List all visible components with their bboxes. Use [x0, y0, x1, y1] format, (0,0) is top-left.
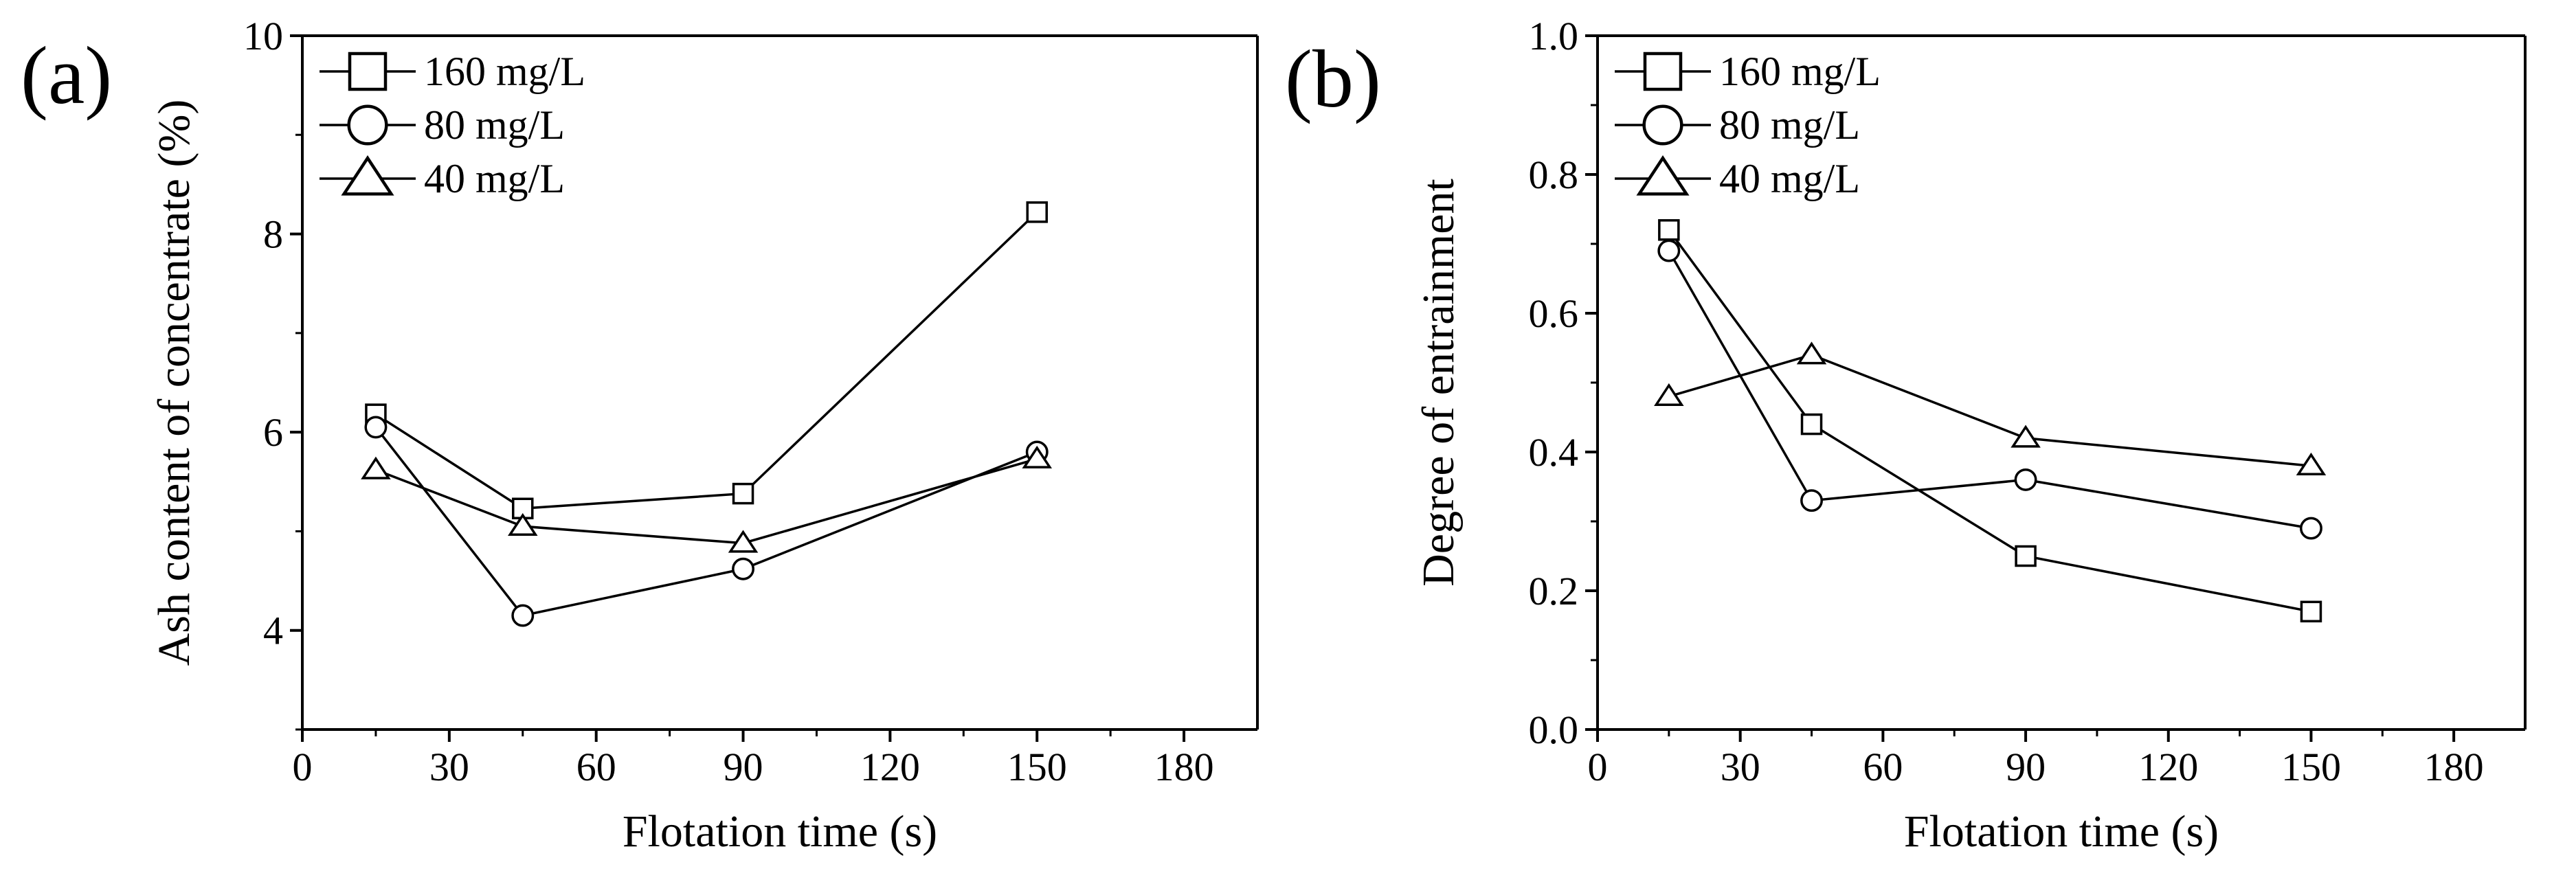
panel-b-letter: (b): [1285, 33, 1381, 124]
panel-b-data-point-circle: [1800, 489, 1823, 512]
panel-b-y-tick-label: 0.0: [1529, 708, 1579, 752]
panel-b-legend-label: 160 mg/L: [1719, 49, 1881, 94]
panel-b-x-tick-label: 60: [1863, 745, 1903, 789]
panel-a-data-point-circle: [511, 604, 535, 627]
panel-a-series-line-triangle: [375, 457, 1038, 545]
panel-b-x-axis-title: Flotation time (s): [1904, 806, 2219, 857]
panel-b: (b) Flotation time (s) Degree of entrain…: [1285, 14, 2527, 857]
panel-a-data-point-circle: [732, 557, 754, 580]
panel-a-series-line-circle: [374, 426, 1038, 618]
panel-a-letter: (a): [21, 30, 112, 121]
panel-b-data-point-circle: [1657, 239, 1681, 262]
panel-a-x-tick-label: 180: [1154, 745, 1214, 789]
panel-a-x-tick-label: 30: [429, 745, 469, 789]
panel-a-data-point-triangle: [508, 512, 538, 536]
panel-b-y-tick-label: 0.6: [1529, 291, 1579, 336]
panel-b-x-tick-label: 150: [2281, 745, 2341, 789]
panel-a-x-axis-title: Flotation time (s): [623, 806, 937, 857]
panel-a-x-tick-label: 150: [1007, 745, 1067, 789]
panel-b-data-point-circle: [2300, 517, 2322, 540]
panel-b-data-point-circle: [2014, 468, 2037, 491]
panel-b-data-point-triangle: [2296, 452, 2327, 476]
panel-b-series-line-triangle: [1668, 353, 2311, 467]
panel-a-series-line-square: [374, 211, 1038, 510]
panel-a-legend-label: 80 mg/L: [424, 102, 565, 148]
panel-a-data-point-square: [732, 482, 754, 505]
panel-b-data-point-square: [1658, 219, 1680, 241]
panel-b-y-axis-title: Degree of entrainment: [1413, 179, 1464, 587]
panel-b-data-point-square: [2015, 545, 2037, 567]
panel-a-y-tick-label: 4: [263, 609, 283, 653]
panel-a-x-tick-label: 120: [860, 745, 920, 789]
panel-b-data-point-triangle: [1796, 341, 1827, 365]
panel-b-legend-label: 40 mg/L: [1719, 156, 1860, 201]
panel-a-data-point-triangle: [1022, 445, 1052, 468]
panel-a: (a) Flotation time (s) Ash content of co…: [21, 14, 1259, 857]
panel-b-data-point-triangle: [1654, 383, 1684, 407]
panel-b-y-tick-label: 0.4: [1529, 430, 1579, 475]
panel-a-data-point-circle: [364, 416, 388, 439]
panel-a-legend-marker-triangle: [341, 155, 394, 196]
panel-a-legend-marker-circle: [347, 104, 388, 146]
panel-a-legend-label: 40 mg/L: [424, 156, 565, 201]
panel-a-x-tick-label: 90: [724, 745, 763, 789]
panel-a-y-tick-label: 10: [243, 14, 283, 58]
panel-b-x-tick-label: 120: [2138, 745, 2198, 789]
panel-a-data-point-triangle: [728, 530, 759, 553]
panel-b-data-point-square: [1800, 413, 1823, 436]
panel-a-plot-area: 0 30 60 90 120 150 180 4 6 8 10 160 mg/L 80 mg/L 40 m…: [243, 14, 1259, 789]
panel-b-legend-label: 80 mg/L: [1719, 102, 1860, 148]
panel-b-y-tick-label: 1.0: [1529, 14, 1579, 58]
panel-b-y-tick-label: 0.2: [1529, 569, 1579, 613]
panel-b-plot-area: 0 30 60 90 120 150 180 0.0 0.2 0.4 0.6 0.8 1.0 160 mg…: [1529, 14, 2527, 789]
panel-a-data-point-square: [1026, 201, 1048, 223]
panel-a-x-tick-label: 0: [293, 745, 313, 789]
panel-a-y-tick-label: 6: [263, 410, 283, 455]
panel-a-y-tick-label: 8: [263, 212, 283, 257]
panel-a-data-point-triangle: [361, 456, 391, 479]
panel-b-x-tick-label: 90: [2006, 745, 2046, 789]
panel-a-legend-marker-square: [348, 52, 388, 91]
panel-b-y-tick-label: 0.8: [1529, 152, 1579, 197]
panel-a-x-tick-label: 60: [576, 745, 616, 789]
panel-b-x-tick-label: 180: [2424, 745, 2484, 789]
panel-b-data-point-triangle: [2011, 425, 2041, 448]
panel-b-legend-marker-circle: [1642, 104, 1683, 146]
panel-b-legend-marker-square: [1643, 52, 1683, 91]
panel-b-legend-marker-triangle: [1636, 155, 1690, 196]
panel-a-legend-label: 160 mg/L: [424, 49, 585, 94]
panel-b-data-point-square: [2300, 600, 2322, 623]
panel-b-x-tick-label: 0: [1588, 745, 1608, 789]
panel-b-x-tick-label: 30: [1721, 745, 1760, 789]
panel-a-y-axis-title: Ash content of concentrate (%): [149, 100, 199, 666]
